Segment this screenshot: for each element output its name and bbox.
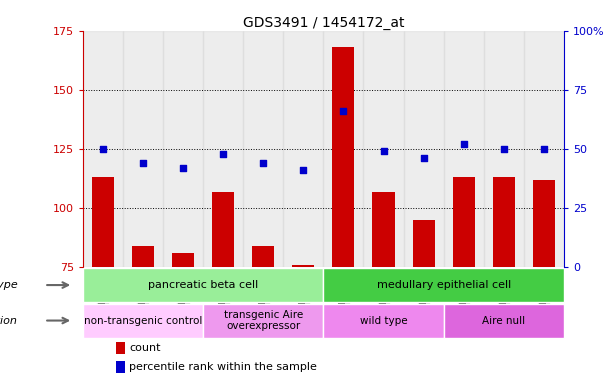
Text: genotype/variation: genotype/variation: [0, 316, 18, 326]
Bar: [493, 177, 515, 267]
Bar: [324, 303, 444, 338]
Bar: [252, 246, 274, 267]
Bar: [203, 31, 243, 267]
Bar: [444, 31, 484, 267]
Bar: [163, 31, 203, 267]
Bar: [283, 31, 324, 267]
Point: [419, 156, 428, 162]
Bar: [484, 31, 524, 267]
Bar: [243, 31, 283, 267]
Bar: [292, 265, 314, 267]
Point: [98, 146, 108, 152]
Title: GDS3491 / 1454172_at: GDS3491 / 1454172_at: [243, 16, 404, 30]
Bar: [172, 253, 194, 267]
Point: [338, 108, 348, 114]
Bar: [83, 268, 324, 302]
Bar: [132, 246, 154, 267]
Point: [178, 165, 188, 171]
Bar: [413, 220, 435, 267]
Bar: [332, 47, 354, 267]
Bar: [83, 303, 203, 338]
Point: [539, 146, 549, 152]
Bar: [533, 180, 555, 267]
Bar: [92, 177, 114, 267]
Bar: [403, 31, 444, 267]
Point: [459, 141, 468, 147]
Bar: [212, 192, 234, 267]
Bar: [444, 303, 564, 338]
Text: non-transgenic control: non-transgenic control: [84, 316, 202, 326]
Point: [138, 160, 148, 166]
Point: [258, 160, 268, 166]
Text: transgenic Aire
overexpressor: transgenic Aire overexpressor: [224, 310, 303, 331]
Bar: [373, 192, 395, 267]
Text: percentile rank within the sample: percentile rank within the sample: [129, 362, 318, 372]
Bar: [116, 361, 125, 372]
Bar: [83, 31, 123, 267]
Text: count: count: [129, 343, 161, 353]
Point: [499, 146, 509, 152]
Text: medullary epithelial cell: medullary epithelial cell: [376, 280, 511, 290]
Bar: [116, 342, 125, 354]
Point: [379, 148, 389, 154]
Bar: [364, 31, 403, 267]
Bar: [324, 31, 364, 267]
Bar: [452, 177, 474, 267]
Bar: [524, 31, 564, 267]
Bar: [324, 268, 564, 302]
Text: pancreatic beta cell: pancreatic beta cell: [148, 280, 258, 290]
Point: [218, 151, 228, 157]
Bar: [203, 303, 324, 338]
Text: cell type: cell type: [0, 280, 18, 290]
Text: Aire null: Aire null: [482, 316, 525, 326]
Point: [299, 167, 308, 174]
Text: wild type: wild type: [360, 316, 407, 326]
Bar: [123, 31, 163, 267]
